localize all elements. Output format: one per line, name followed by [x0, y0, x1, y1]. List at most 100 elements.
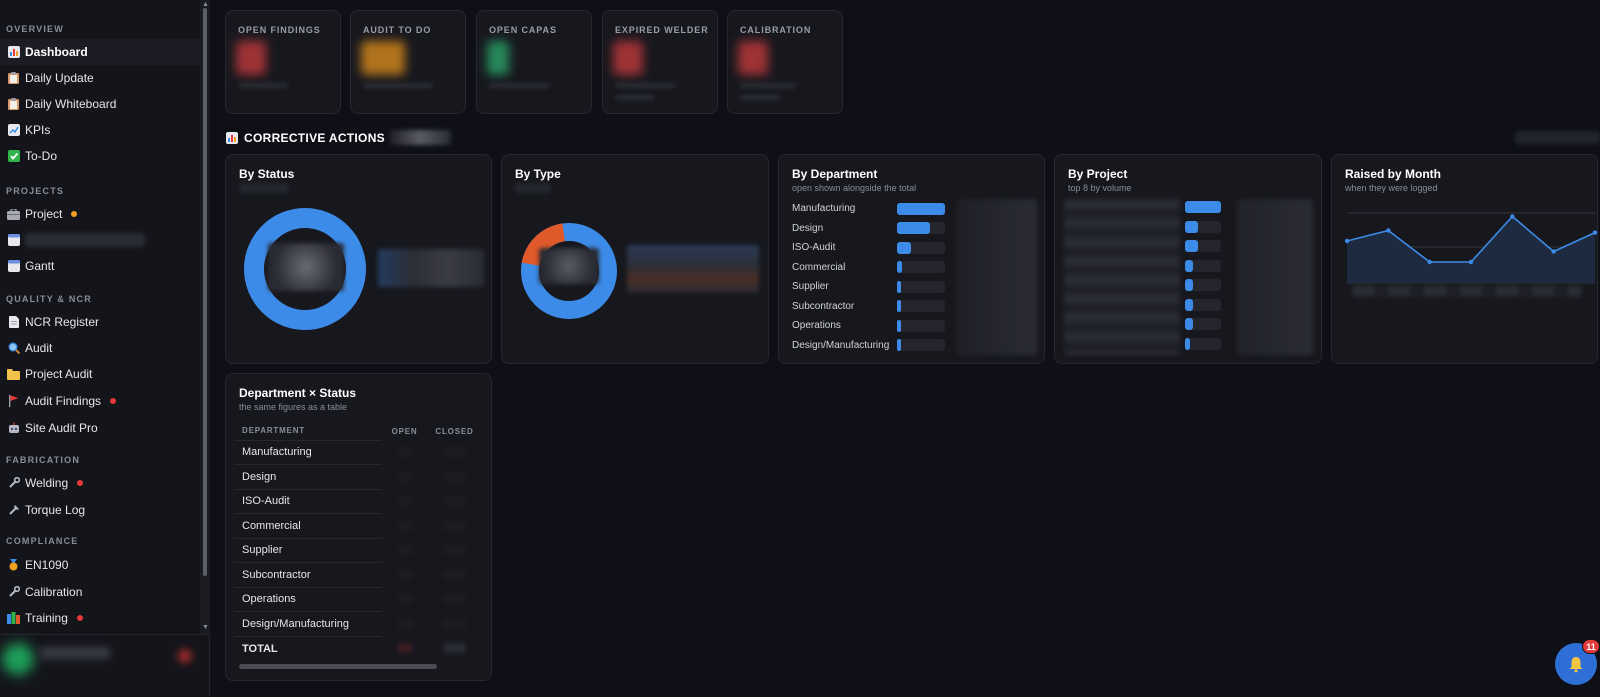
kpi-caption-redacted [615, 83, 675, 88]
kpi-card-calibration[interactable]: CALIBRATION [727, 10, 843, 114]
sidebar-item-daily-update[interactable]: Daily Update [0, 65, 200, 91]
month-data-point[interactable] [1427, 259, 1432, 265]
sidebar-item-ncr-register[interactable]: NCR Register [0, 309, 200, 335]
card-title: Raised by Month [1345, 167, 1442, 181]
column-header-closed[interactable]: CLOSED [435, 426, 474, 436]
sidebar-item-calibration[interactable]: Calibration [0, 579, 200, 605]
sidebar-item-audit-findings[interactable]: Audit Findings [0, 388, 200, 414]
card-by-project: By Project top 8 by volume [1054, 154, 1322, 364]
project-bar[interactable] [1185, 337, 1191, 350]
header-action-redacted[interactable] [1515, 131, 1600, 144]
month-data-point[interactable] [1386, 228, 1391, 233]
sidebar-item-welding[interactable]: Welding [0, 470, 200, 496]
scroll-up-icon[interactable]: ▲ [202, 1, 209, 8]
open-cell-redacted [382, 636, 427, 661]
sidebar-item-label: Training [25, 611, 68, 625]
checkbox-icon [7, 150, 20, 163]
department-bar[interactable] [897, 241, 912, 254]
logout-icon[interactable] [178, 649, 192, 663]
table-row: Design [234, 464, 482, 490]
column-header-department[interactable]: DEPARTMENT [242, 426, 305, 436]
table-horizontal-scrollbar[interactable] [239, 664, 437, 669]
scroll-down-icon[interactable]: ▼ [202, 624, 209, 631]
closed-cell-redacted [427, 465, 482, 490]
sidebar-item-project[interactable]: Project [0, 201, 200, 227]
kpi-caption-redacted [489, 83, 549, 88]
department-bar[interactable] [897, 319, 901, 332]
sidebar-item-todo[interactable]: To-Do [0, 143, 200, 169]
department-status-table: DEPARTMENT OPEN CLOSED Manufacturing Desi… [234, 422, 482, 661]
month-data-point[interactable] [1510, 214, 1515, 219]
month-data-point[interactable] [1592, 230, 1598, 235]
project-bar-track [1185, 259, 1221, 272]
month-data-point[interactable] [1345, 238, 1350, 244]
project-bar[interactable] [1185, 220, 1198, 233]
sidebar-item-redacted-project[interactable] [0, 227, 200, 253]
type-donut-slice-a[interactable] [521, 223, 617, 319]
department-bar[interactable] [897, 280, 901, 293]
bar-chart-icon [7, 46, 20, 59]
card-subtitle: the same figures as a table [239, 402, 348, 412]
clipboard-icon [7, 98, 20, 111]
open-cell-redacted [382, 612, 427, 637]
kpi-caption-redacted [238, 83, 288, 88]
bar-chart-icon [226, 131, 238, 144]
department-bar-track [897, 202, 945, 215]
department-bar[interactable] [897, 202, 945, 215]
project-bar[interactable] [1185, 201, 1221, 213]
table-header-row: DEPARTMENT OPEN CLOSED [234, 422, 482, 440]
sidebar-scrollbar[interactable]: ▲ ▼ [200, 0, 210, 634]
sidebar-item-dashboard[interactable]: Dashboard [0, 39, 200, 65]
sidebar-item-label: Gantt [25, 259, 55, 273]
kpi-label: CALIBRATION [740, 25, 812, 35]
sidebar-item-label: Dashboard [25, 45, 88, 59]
avatar[interactable] [2, 643, 34, 675]
sidebar-item-project-audit[interactable]: Project Audit [0, 361, 200, 387]
status-dot [76, 615, 83, 621]
project-bar[interactable] [1185, 318, 1193, 330]
type-donut-chart [521, 223, 617, 319]
kpi-card-open-findings[interactable]: OPEN FINDINGS [225, 10, 341, 114]
department-bar[interactable] [897, 300, 901, 312]
month-data-point[interactable] [1551, 249, 1556, 254]
sidebar-item-daily-whiteboard[interactable]: Daily Whiteboard [0, 91, 200, 117]
department-bar[interactable] [897, 339, 901, 351]
folder-icon [7, 368, 20, 381]
sidebar-item-training[interactable]: Training [0, 605, 200, 631]
kpi-card-expired-welder[interactable]: EXPIRED WELDER [602, 10, 718, 114]
column-header-open[interactable]: OPEN [391, 426, 418, 436]
project-bar[interactable] [1185, 240, 1198, 252]
line-chart-icon [7, 124, 20, 137]
card-subtitle: open shown alongside the total [792, 183, 917, 193]
closed-cell-redacted [427, 489, 482, 514]
department-values-redacted [957, 199, 1037, 355]
wrench-icon [7, 477, 20, 490]
sidebar-item-torque-log[interactable]: Torque Log [0, 497, 200, 523]
open-cell-redacted [382, 587, 427, 612]
kpi-card-open-capas[interactable]: OPEN CAPAS [476, 10, 592, 114]
department-bar-track [897, 241, 945, 254]
table-row: Supplier [234, 537, 482, 563]
sidebar-item-en1090[interactable]: EN1090 [0, 552, 200, 578]
sidebar-item-audit[interactable]: Audit [0, 335, 200, 361]
kpi-card-audit-to-do[interactable]: AUDIT TO DO [350, 10, 466, 114]
sidebar-item-kpis[interactable]: KPIs [0, 117, 200, 143]
department-cell: Operations [234, 586, 382, 612]
department-bar[interactable] [897, 261, 902, 273]
department-bar-track [897, 339, 945, 351]
project-bar[interactable] [1185, 259, 1193, 272]
sidebar-item-gantt[interactable]: Gantt [0, 253, 200, 279]
sidebar-item-site-audit-pro[interactable]: Site Audit Pro [0, 415, 200, 441]
sidebar-item-label: Calibration [25, 585, 83, 599]
status-donut-slice-a[interactable] [244, 208, 366, 330]
user-profile[interactable] [0, 634, 210, 697]
card-title: By Project [1068, 167, 1128, 181]
project-bar[interactable] [1185, 298, 1193, 311]
department-bar[interactable] [897, 222, 930, 234]
department-bar-row: Design [792, 219, 1032, 238]
sidebar-item-label: EN1090 [25, 558, 69, 572]
month-data-point[interactable] [1468, 259, 1474, 265]
sidebar-item-label: Project [25, 207, 63, 221]
scrollbar-thumb[interactable] [203, 8, 207, 576]
project-bar[interactable] [1185, 279, 1193, 291]
